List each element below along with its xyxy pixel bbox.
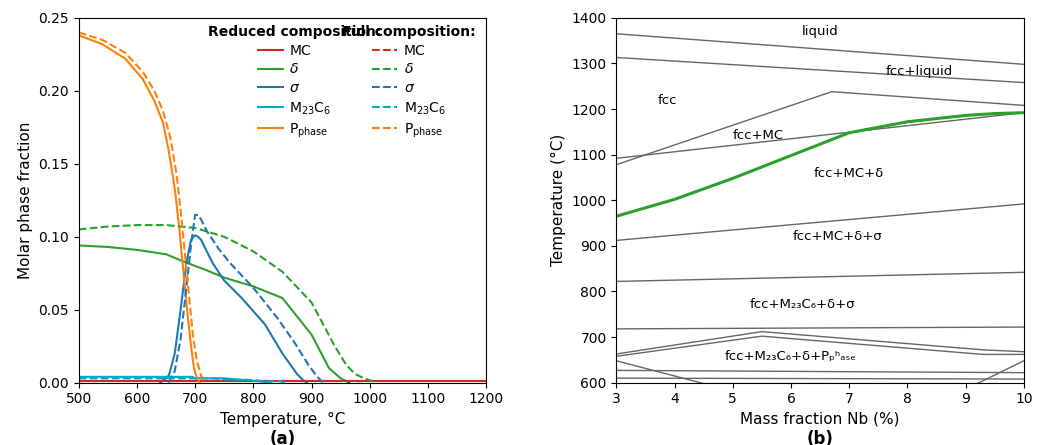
- Text: fcc+M₂₃C₆+δ+Pₚʰₐₛₑ: fcc+M₂₃C₆+δ+Pₚʰₐₛₑ: [724, 350, 857, 363]
- Text: fcc+M₂₃C₆+δ+σ: fcc+M₂₃C₆+δ+σ: [750, 298, 856, 311]
- Text: (a): (a): [270, 430, 295, 445]
- Y-axis label: Molar phase fraction: Molar phase fraction: [18, 121, 33, 279]
- Text: fcc+MC+δ+σ: fcc+MC+δ+σ: [793, 230, 882, 243]
- X-axis label: Mass fraction Nb (%): Mass fraction Nb (%): [740, 412, 900, 427]
- Text: (b): (b): [806, 430, 834, 445]
- X-axis label: Temperature, °C: Temperature, °C: [219, 412, 345, 427]
- Legend: MC, $\delta$, $\sigma$, M$_{23}$C$_6$, P$_\mathrm{phase}$: MC, $\delta$, $\sigma$, M$_{23}$C$_6$, P…: [342, 25, 476, 140]
- Text: fcc+liquid: fcc+liquid: [885, 65, 952, 78]
- Y-axis label: Temperature (°C): Temperature (°C): [551, 134, 566, 267]
- Text: fcc+MC+δ: fcc+MC+δ: [814, 167, 884, 180]
- Text: fcc: fcc: [657, 94, 676, 107]
- Text: fcc+MC: fcc+MC: [733, 129, 784, 142]
- Text: liquid: liquid: [802, 25, 839, 38]
